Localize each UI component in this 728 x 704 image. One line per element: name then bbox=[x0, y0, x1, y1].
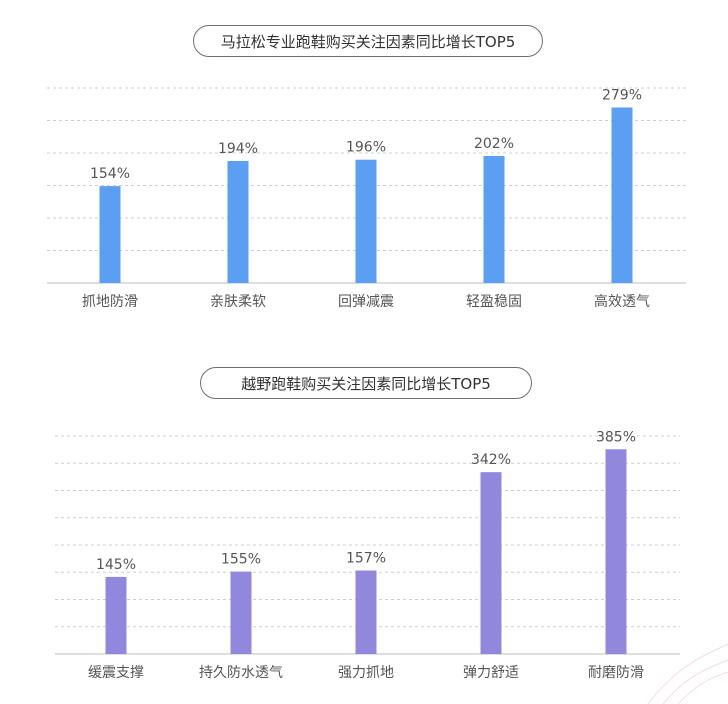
data-label: 155% bbox=[221, 552, 261, 568]
bar bbox=[105, 576, 127, 654]
bar bbox=[99, 186, 121, 283]
x-tick-label: 回弹减震 bbox=[338, 294, 394, 310]
data-label: 154% bbox=[90, 166, 130, 182]
data-label: 342% bbox=[471, 452, 511, 468]
marathon-bar-chart: 154% 抓地防滑 194% 亲肤柔软 196% 回弹减震 202% 轻盈稳固 279% 高效透气 bbox=[47, 87, 686, 310]
bar bbox=[230, 571, 252, 654]
bar bbox=[605, 449, 627, 654]
data-label: 157% bbox=[346, 551, 386, 567]
x-tick-label: 缓震支撑 bbox=[88, 665, 144, 681]
chart-title-marathon: 马拉松专业跑鞋购买关注因素同比增长TOP5 bbox=[193, 25, 543, 57]
x-tick-label: 轻盈稳固 bbox=[466, 294, 522, 310]
x-tick-label: 弹力舒适 bbox=[463, 665, 519, 681]
x-tick-label: 抓地防滑 bbox=[82, 293, 138, 310]
data-label: 145% bbox=[96, 557, 136, 573]
bar bbox=[227, 160, 249, 283]
bar bbox=[355, 159, 377, 283]
x-tick-label: 亲肤柔软 bbox=[210, 294, 266, 310]
chart-title-trail: 越野跑鞋购买关注因素同比增长TOP5 bbox=[200, 367, 532, 399]
x-tick-label: 持久防水透气 bbox=[199, 665, 283, 681]
trail-bar-chart: 145% 缓震支撑 155% 持久防水透气 157% 强力抓地 342% 弹力舒适 385% 耐磨… bbox=[55, 429, 680, 681]
data-label: 194% bbox=[218, 141, 258, 157]
bar bbox=[611, 107, 633, 283]
data-label: 196% bbox=[346, 140, 386, 156]
bar bbox=[355, 570, 377, 654]
data-label: 279% bbox=[602, 88, 642, 104]
bar bbox=[480, 472, 502, 654]
data-label: 385% bbox=[596, 429, 636, 445]
bar bbox=[483, 155, 505, 283]
x-tick-label: 强力抓地 bbox=[338, 665, 394, 681]
x-tick-label: 耐磨防滑 bbox=[588, 664, 644, 681]
x-tick-label: 高效透气 bbox=[594, 293, 650, 310]
data-label: 202% bbox=[474, 136, 514, 152]
